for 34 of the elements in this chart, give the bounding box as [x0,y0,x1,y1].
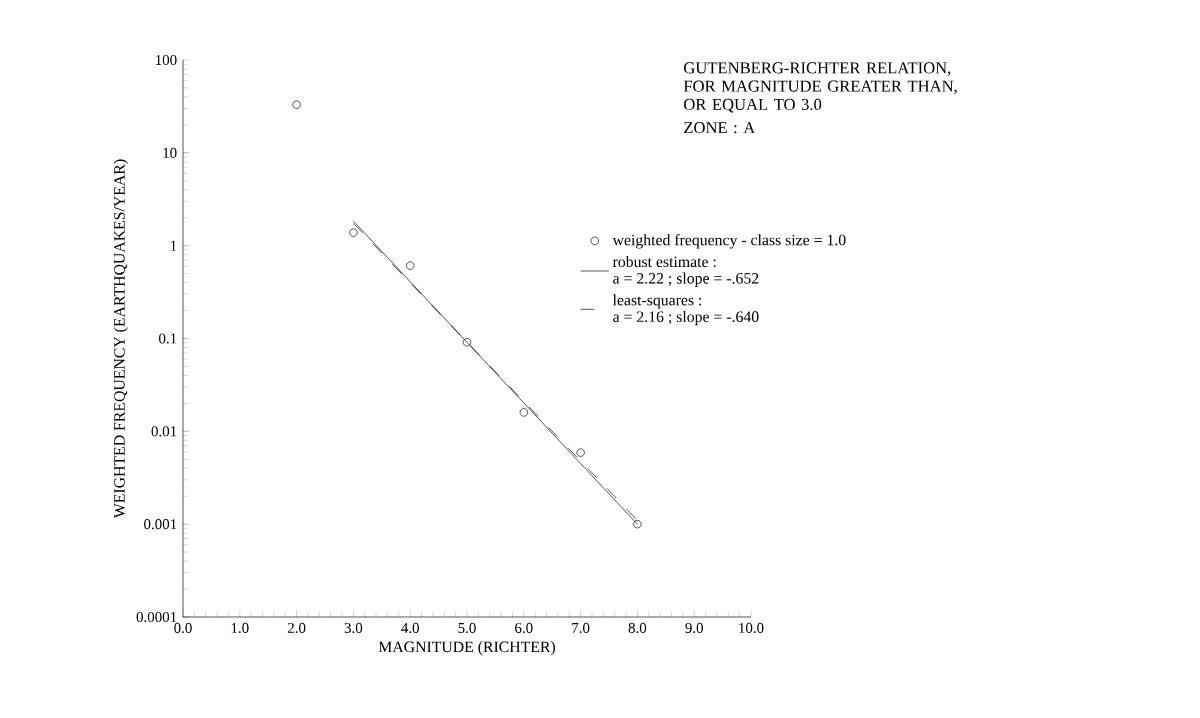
point [349,228,358,237]
y-tick-label: 1 [170,240,177,251]
text: GUTENBERG-RICHTER RELATION, FOR MAGNITUDE GREATER THAN, OR EQUAL TO 3.0 [683,62,957,113]
y-tick-label: 100 [156,54,177,66]
y-tick-label: 10 [163,147,177,158]
point [633,520,642,529]
x-tick-label: 8.0 [628,622,647,634]
x-tick-label: 3.0 [344,622,363,634]
y-tick-label: 0.0001 [136,611,177,623]
legend-label: weighted frequency - class size = 1.0 [612,234,846,249]
x-tick-label: 9.0 [685,622,703,634]
point [576,448,585,457]
annotation: a = 2.22 ; slope = -.652 [613,272,759,287]
y-tick-label: 0.001 [144,519,177,530]
y-tick-label: 0.01 [151,426,177,437]
x-tick-label: 2.0 [287,622,306,634]
annotation: a = 2.16 ; slope = -.640 [613,310,759,326]
point [406,261,415,270]
point [462,338,472,347]
x-tick-label: 4.0 [401,622,419,634]
x-tick-label: 10.0 [739,622,764,634]
x-tick-label: 5.0 [458,622,476,634]
x-tick-label: 1.0 [231,622,249,634]
x-tick-label: 0.0 [174,622,192,634]
point [519,408,528,417]
y-tick-label: 0.1 [159,333,177,344]
y-axis-title: WEIGHTED FREQUENCY (EARTHQUAKES/YEAR) [113,159,128,519]
x-tick-label: 7.0 [572,622,590,634]
x-axis-title: MAGNITUDE (RICHTER) [378,641,556,656]
x-tick-label: 6.0 [515,622,533,634]
text: ZONE : A [684,122,756,134]
legend-label: robust estimate : [612,255,716,268]
legend-label: least-squares : [612,294,702,309]
point [292,100,301,109]
